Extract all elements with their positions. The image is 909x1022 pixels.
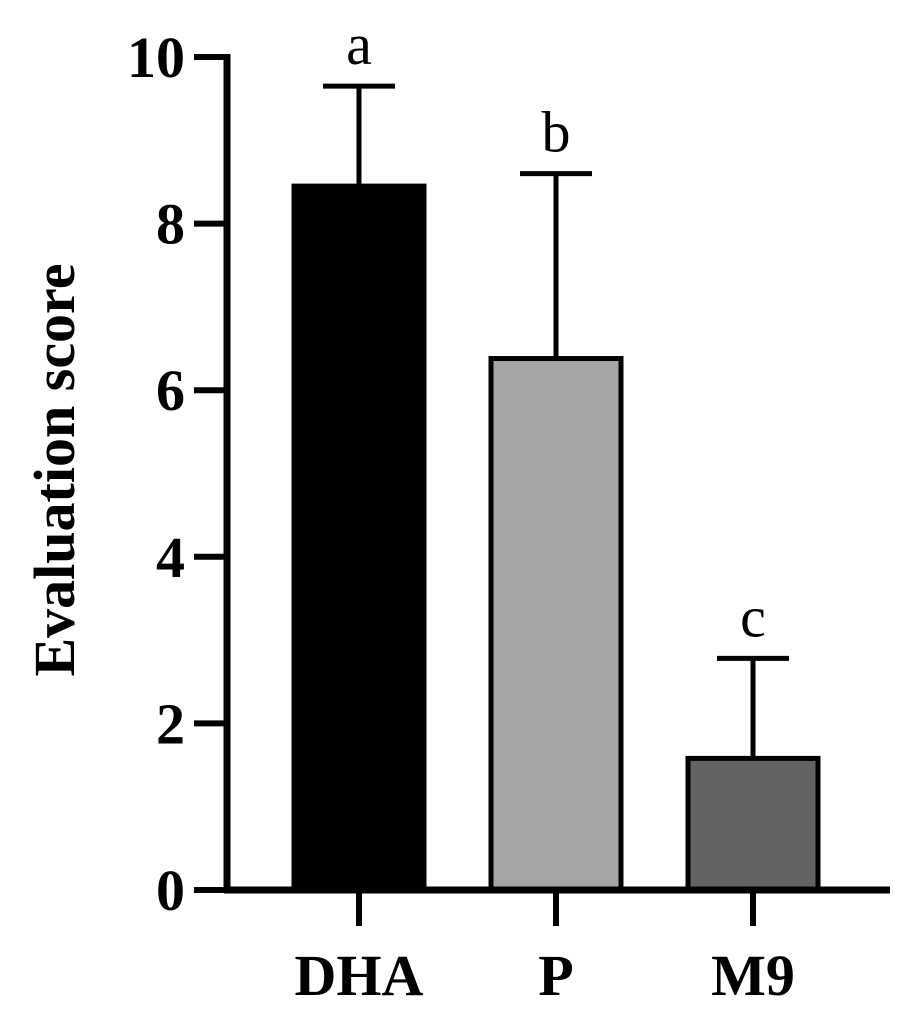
y-tick-label-8: 8: [156, 192, 185, 257]
x-tick-label-p: P: [538, 943, 573, 1008]
significance-label-p: b: [542, 100, 571, 165]
bar-p: [488, 356, 624, 893]
y-tick-label-6: 6: [156, 358, 185, 423]
significance-label-dha: a: [346, 12, 372, 77]
y-tick-label-4: 4: [156, 525, 185, 590]
significance-label-m9: c: [740, 584, 766, 649]
y-tick-label-0: 0: [156, 858, 185, 923]
y-tick-label-10: 10: [127, 25, 185, 90]
bar-m9: [685, 755, 821, 893]
x-tick-label-dha: DHA: [295, 943, 424, 1008]
bar-dha: [291, 183, 427, 893]
plot-area: a DHA b Pc M9 0 2 4 6 8 10: [127, 12, 890, 1008]
y-tick-label-2: 2: [156, 691, 185, 756]
x-tick-label-m9: M9: [711, 943, 795, 1008]
y-axis-title: Evaluation score: [22, 264, 87, 677]
